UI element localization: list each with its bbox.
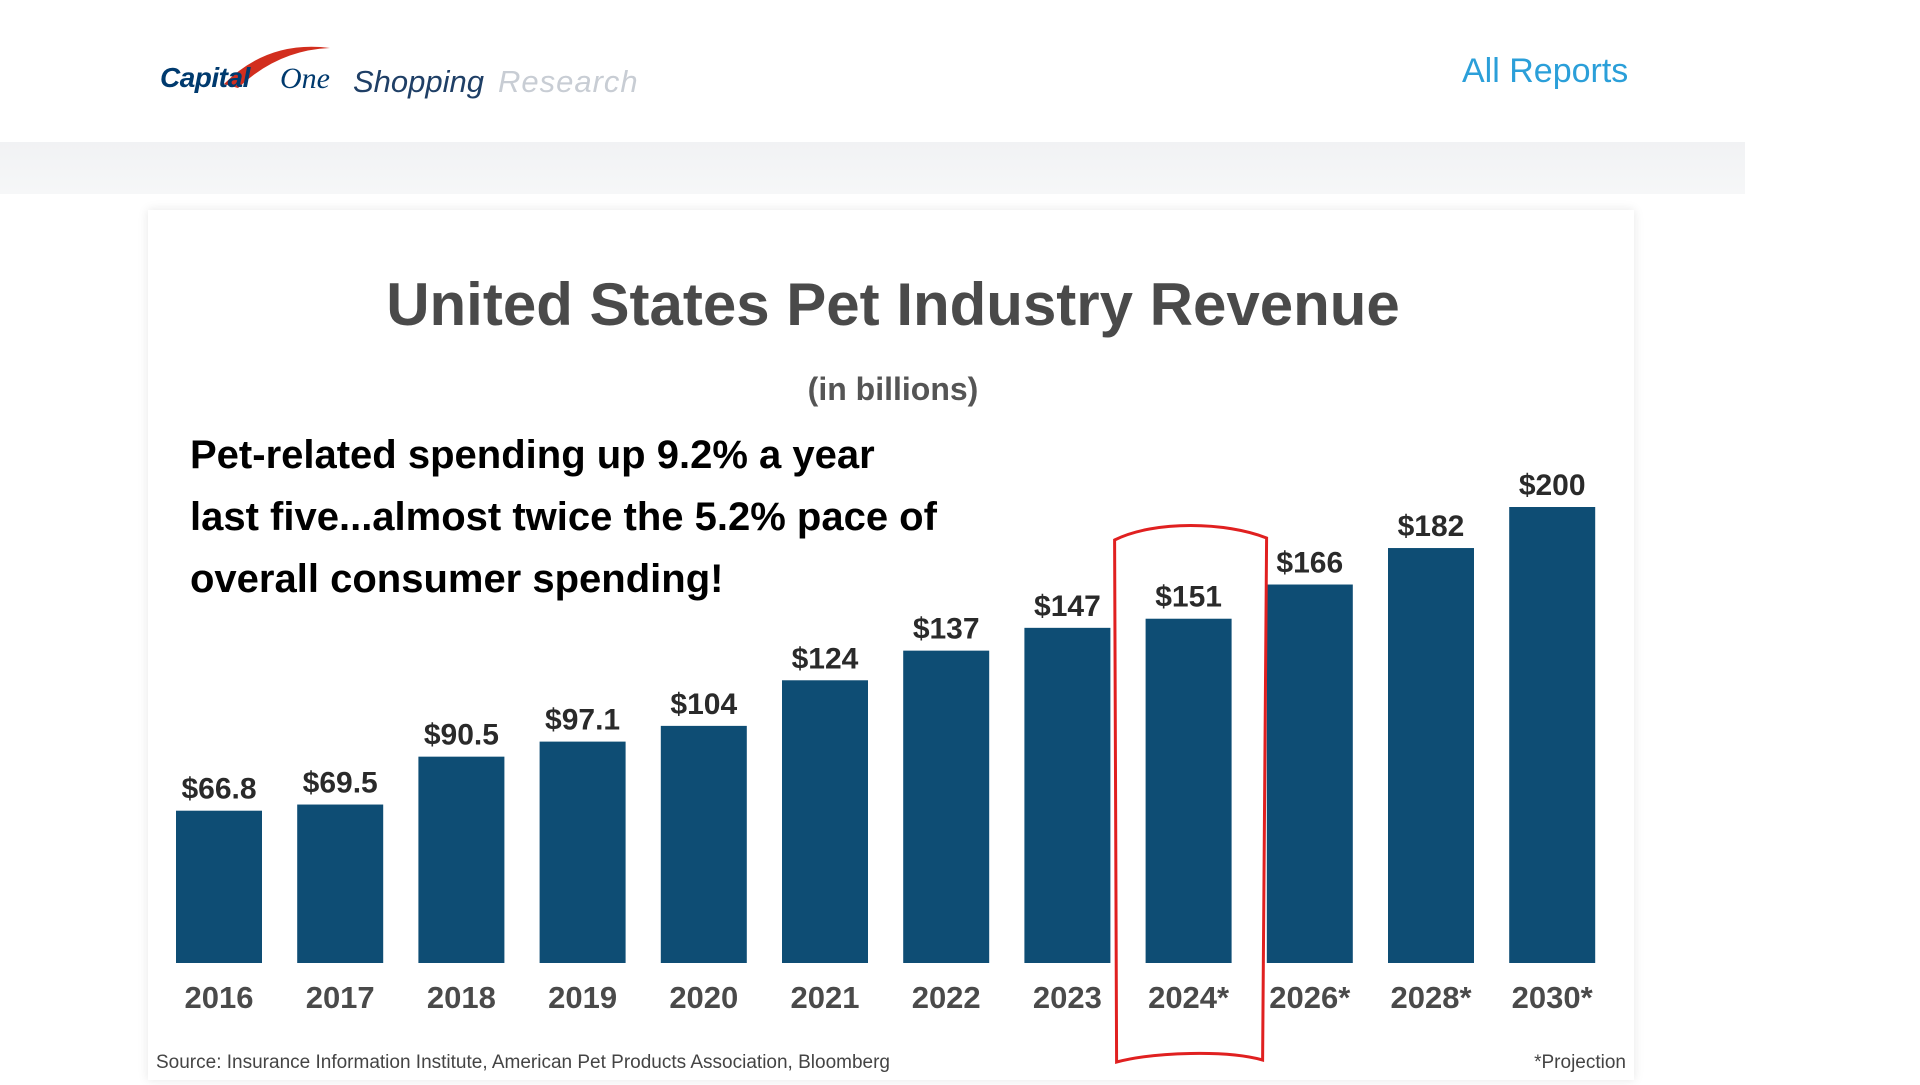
chart-card: United States Pet Industry Revenue (in b…: [148, 210, 1634, 1080]
value-label: $69.5: [303, 767, 378, 800]
chart-source: Source: Insurance Information Institute,…: [156, 1052, 890, 1073]
annotation-line-3: overall consumer spending!: [190, 557, 723, 601]
site-header: Capital One Shopping Research All Report…: [0, 0, 1920, 142]
value-label: $66.8: [181, 773, 256, 806]
annotation-line-1: Pet-related spending up 9.2% a year: [190, 433, 875, 477]
value-label: $137: [913, 613, 980, 646]
category-label: 2022: [912, 980, 981, 1015]
category-label: 2024*: [1148, 980, 1230, 1015]
value-label: $151: [1155, 581, 1222, 614]
logo-one-text: One: [280, 62, 330, 95]
value-label: $104: [670, 688, 737, 721]
value-label: $90.5: [424, 719, 499, 752]
value-label: $124: [792, 642, 859, 675]
all-reports-link[interactable]: All Reports: [1462, 52, 1629, 90]
value-label: $166: [1276, 547, 1343, 580]
category-label: 2020: [669, 980, 738, 1015]
value-label: $97.1: [545, 704, 620, 737]
bar-2017: [297, 804, 384, 963]
bar-2026*: [1266, 584, 1353, 963]
category-label: 2021: [791, 980, 860, 1015]
category-label: 2023: [1033, 980, 1102, 1015]
logo-research-text: Research: [498, 64, 639, 99]
category-label: 2019: [548, 980, 617, 1015]
bar-2024*: [1145, 618, 1232, 963]
value-label: $200: [1519, 469, 1586, 502]
bar-2020: [660, 725, 747, 963]
bar-2028*: [1388, 548, 1474, 963]
bar-2018: [418, 756, 505, 963]
capital-one-shopping-logo[interactable]: Capital One Shopping Research: [158, 46, 678, 112]
chart-annotation: Pet-related spending up 9.2% a year last…: [190, 433, 938, 601]
bar-2016: [176, 810, 262, 963]
category-label: 2030*: [1512, 980, 1594, 1015]
category-label: 2016: [185, 980, 254, 1015]
header-shadow-band: [0, 142, 1745, 194]
bar-2023: [1024, 627, 1111, 963]
value-label: $182: [1398, 510, 1465, 543]
logo-shopping-text: Shopping: [353, 64, 485, 99]
category-label: 2028*: [1390, 980, 1472, 1015]
highlight-circle: [1113, 524, 1269, 1064]
category-label: 2026*: [1269, 980, 1351, 1015]
bars-group: [176, 507, 1596, 963]
chart-title: United States Pet Industry Revenue: [386, 271, 1400, 338]
bar-2030*: [1509, 507, 1596, 963]
logo-swoosh-icon: [224, 46, 330, 88]
chart-footnote: *Projection: [1534, 1052, 1626, 1073]
bar-2019: [539, 741, 626, 963]
bar-2022: [903, 650, 990, 963]
bar-2021: [782, 680, 868, 963]
category-label: 2018: [427, 980, 496, 1015]
revenue-bar-chart: United States Pet Industry Revenue (in b…: [156, 271, 1626, 1073]
value-labels-group: $66.8 $69.5 $90.5 $97.1 $104 $124 $137 $147 $151…: [181, 469, 1585, 806]
category-label: 2017: [306, 980, 375, 1015]
category-labels-group: 2016 2017 2018 2019 2020 2021 2022 2023 2024* 202…: [185, 980, 1594, 1015]
logo-capital-text: Capital: [160, 62, 250, 93]
annotation-line-2: last five...almost twice the 5.2% pace o…: [190, 495, 938, 539]
chart-subtitle: (in billions): [808, 371, 979, 407]
value-label: $147: [1034, 590, 1101, 623]
